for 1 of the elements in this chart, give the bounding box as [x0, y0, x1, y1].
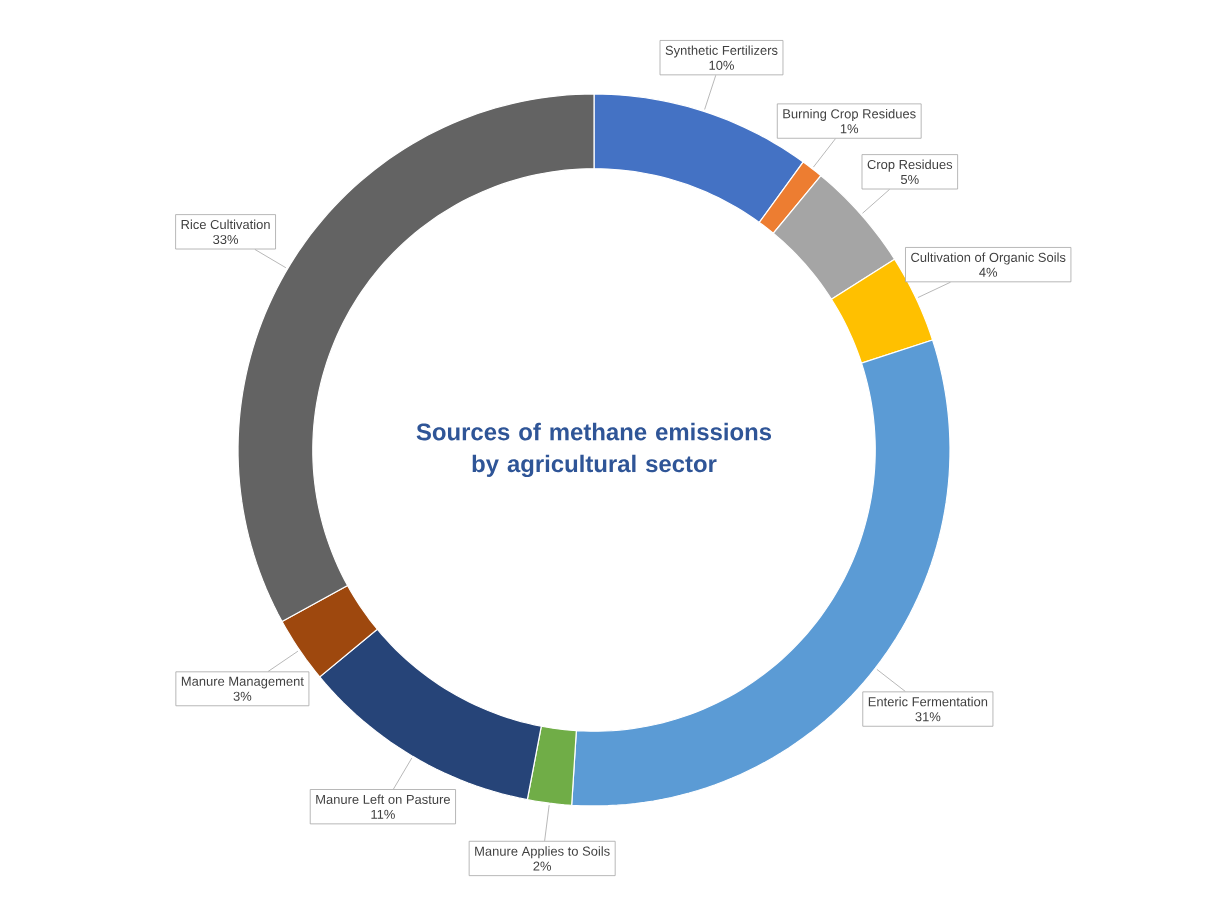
text: Sources of methane emissions by agricultural sector	[416, 422, 772, 478]
